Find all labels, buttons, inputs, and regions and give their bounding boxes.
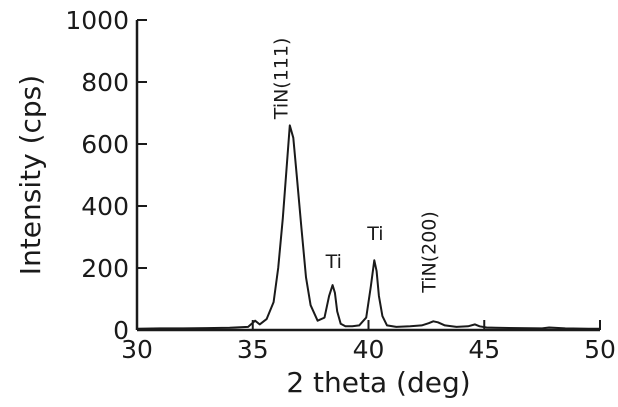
y-tick-label: 800 (81, 68, 129, 97)
x-tick-label: 40 (353, 335, 385, 364)
y-tick-label: 600 (81, 130, 129, 159)
x-axis-label: 2 theta (deg) (286, 366, 470, 399)
peak-label: Ti (366, 223, 383, 245)
x-tick-label: 50 (584, 335, 616, 364)
plot-area (136, 124, 600, 330)
y-axis-label: Intensity (cps) (14, 75, 47, 275)
y-tick-label: 400 (81, 192, 129, 221)
peak-label: TiN(111) (270, 38, 292, 121)
axes: 0 200 400 600 800 1000 30 35 40 45 50 (65, 6, 616, 364)
y-tick-label: 200 (81, 254, 129, 283)
peak-label: TiN(200) (419, 211, 441, 294)
y-tick-label: 1000 (65, 6, 129, 35)
y-tick-label: 0 (113, 316, 129, 345)
diffraction-series-line (136, 124, 600, 330)
peak-label: Ti (325, 251, 342, 273)
x-tick-label: 45 (468, 335, 500, 364)
annotations: TiN(111) Ti Ti TiN(200) (270, 38, 440, 294)
x-tick-label: 30 (121, 335, 153, 364)
x-tick-label: 35 (237, 335, 269, 364)
